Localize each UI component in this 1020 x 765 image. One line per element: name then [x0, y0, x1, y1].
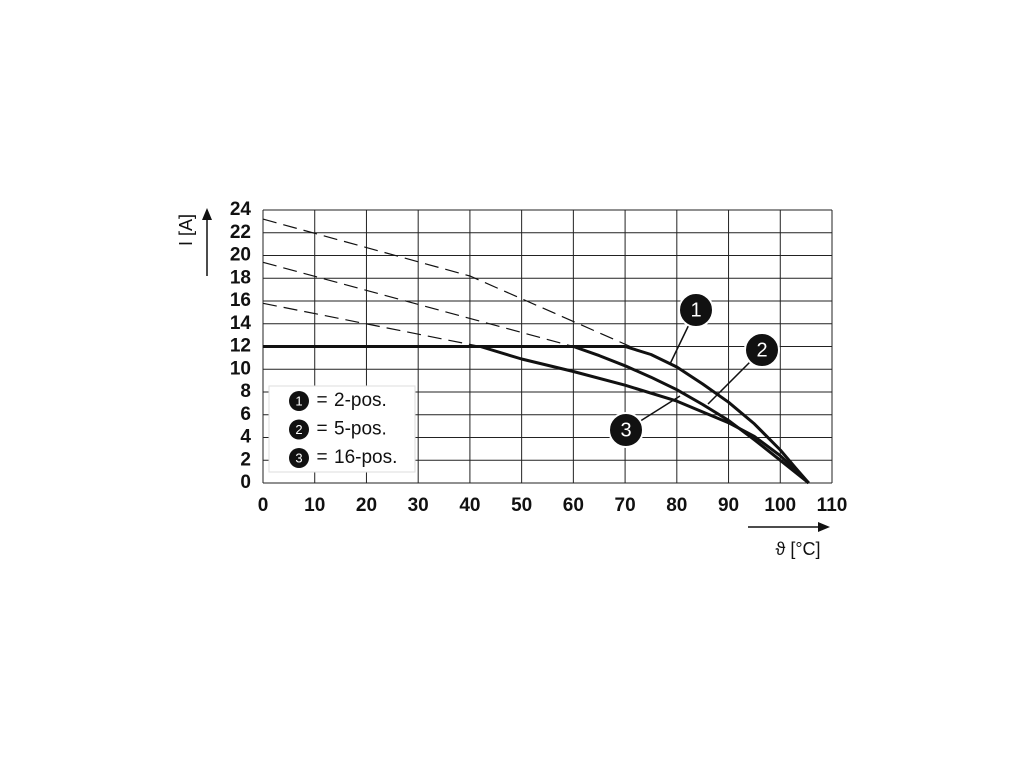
y-arrow-head [202, 208, 212, 220]
callout-badge [678, 292, 714, 328]
x-tick-label: 40 [459, 495, 480, 516]
legend-label: 5-pos. [334, 419, 387, 440]
callout-label: 1 [690, 299, 701, 321]
legend-badge-label: 3 [295, 450, 302, 465]
x-tick-label: 30 [408, 495, 429, 516]
legend-separator: = [316, 419, 327, 440]
y-tick-label: 8 [240, 381, 251, 402]
x-tick-label: 20 [356, 495, 377, 516]
callout-label: 2 [756, 339, 767, 361]
x-tick-label: 100 [764, 495, 796, 516]
legend: 1 = 2-pos. 2 = 5-pos. 3 = 16-pos. [268, 385, 416, 473]
x-tick-label: 80 [666, 495, 687, 516]
legend-badge-label: 2 [295, 422, 302, 437]
legend-badge [289, 391, 309, 411]
legend-badge-label: 1 [295, 393, 302, 408]
legend-badge [289, 448, 309, 468]
series-line [263, 345, 810, 484]
callout-badge [608, 412, 644, 448]
y-tick-label: 2 [240, 449, 251, 470]
legend-separator: = [316, 390, 327, 411]
x-axis-label: ϑ [°C] [775, 539, 820, 559]
extrapolation-line [262, 218, 631, 348]
legend-badge [289, 419, 309, 440]
legend-separator: = [316, 447, 327, 468]
legend-label: 2-pos. [334, 390, 387, 411]
extrapolation-line [262, 302, 481, 348]
y-tick-label: 4 [240, 427, 251, 448]
y-tick-label: 16 [230, 290, 251, 311]
x-arrow-head [818, 522, 830, 532]
series-line [263, 345, 810, 485]
callout-badge [744, 332, 780, 368]
y-tick-label: 24 [230, 199, 252, 220]
y-tick-label: 14 [230, 313, 252, 334]
x-tick-label: 0 [258, 495, 269, 516]
y-tick-label: 12 [230, 336, 251, 357]
extrapolation-line [262, 261, 574, 348]
x-tick-label: 70 [615, 495, 636, 516]
x-tick-label: 90 [718, 495, 739, 516]
y-tick-label: 18 [230, 267, 251, 288]
x-tick-label: 60 [563, 495, 584, 516]
x-tick-label: 50 [511, 495, 532, 516]
y-tick-label: 22 [230, 222, 251, 243]
y-tick-label: 0 [240, 472, 251, 493]
x-tick-label: 10 [304, 495, 325, 516]
series-line [263, 345, 810, 485]
legend-label: 16-pos. [334, 447, 397, 468]
y-tick-label: 20 [230, 245, 251, 266]
y-axis-label: I [A] [176, 214, 196, 246]
y-tick-label: 6 [240, 404, 251, 425]
x-tick-label: 110 [817, 495, 848, 516]
y-tick-label: 10 [230, 358, 251, 379]
callout-label: 3 [620, 419, 631, 441]
